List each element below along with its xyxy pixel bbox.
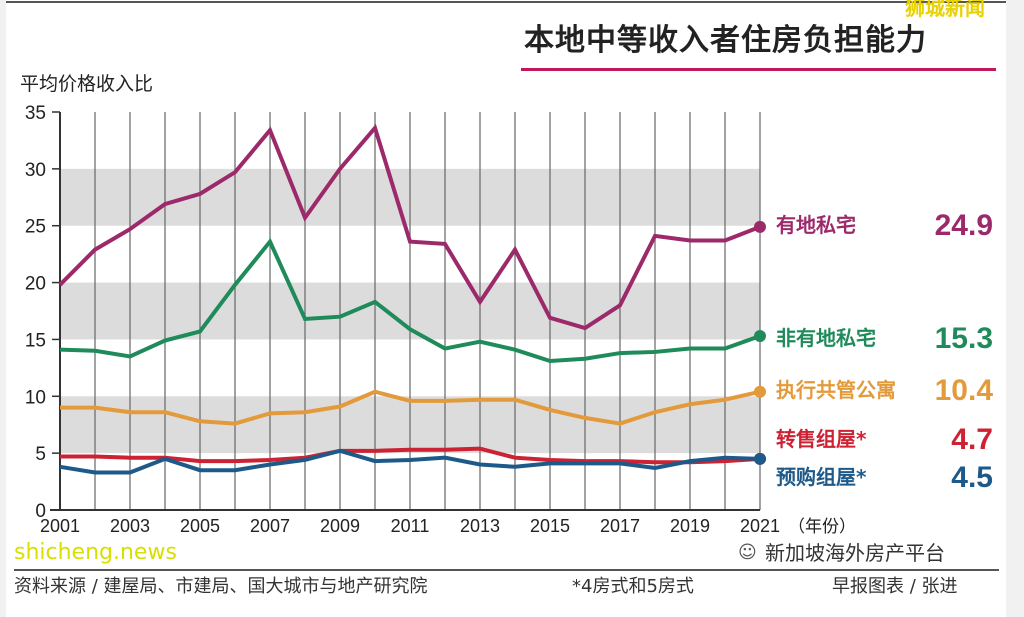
y-tick-label: 15 xyxy=(25,330,46,351)
series-line-1 xyxy=(59,237,761,364)
y-tick-label: 0 xyxy=(35,501,46,522)
y-tick-label: 5 xyxy=(35,444,46,465)
series-end-dot xyxy=(754,220,766,233)
series-name-label: 执行共管公寓 xyxy=(776,378,896,402)
wechat-icon: ☺ xyxy=(738,542,757,563)
x-tick-label: 2021 xyxy=(740,516,780,536)
series-end-value: 15.3 xyxy=(935,322,993,355)
series-name-label: 转售组屋* xyxy=(776,427,867,451)
watermark-platform: 新加坡海外房产平台 xyxy=(765,541,945,565)
y-tick-label: 10 xyxy=(25,387,46,408)
x-tick-label: 2007 xyxy=(250,516,290,536)
series-name-label: 非有地私宅 xyxy=(776,326,876,350)
x-tick-label: 2013 xyxy=(460,516,500,536)
title-underline xyxy=(521,68,996,71)
y-tick-label: 35 xyxy=(25,103,46,124)
series-line-4 xyxy=(59,448,761,475)
x-tick-label: 2011 xyxy=(391,516,430,536)
series-end-value: 4.5 xyxy=(951,461,993,494)
x-tick-label: 2017 xyxy=(600,516,640,536)
series-end-value: 10.4 xyxy=(935,374,994,407)
y-axis-label: 平均价格收入比 xyxy=(20,73,154,95)
series-end-value: 4.7 xyxy=(951,423,993,456)
footer-source: 资料来源 / 建屋局、市建局、国大城市与地产研究院 xyxy=(14,576,428,597)
watermark-top: 狮城新闻 xyxy=(905,0,985,20)
x-tick-label: 2001 xyxy=(40,516,80,536)
series-name-label: 预购组屋* xyxy=(776,465,867,489)
watermark-bottom: shicheng.news xyxy=(14,540,177,565)
x-tick-label: 2015 xyxy=(530,516,570,536)
x-tick-label: 2019 xyxy=(670,516,710,536)
footer-rule xyxy=(14,569,999,571)
x-tick-label: 2005 xyxy=(180,516,220,536)
series-line-0 xyxy=(58,123,761,331)
footer-credit: 早报图表 / 张进 xyxy=(832,576,958,597)
chart-title: 本地中等收入者住房负担能力 xyxy=(524,23,927,58)
series-end-dot xyxy=(754,385,766,398)
x-axis-label: （年份） xyxy=(788,517,856,537)
top-rule xyxy=(6,1,1006,3)
y-tick-label: 20 xyxy=(25,274,46,295)
y-tick-label: 25 xyxy=(25,217,46,238)
series-end-value: 24.9 xyxy=(935,209,993,242)
series-end-dot xyxy=(754,452,766,465)
x-tick-label: 2009 xyxy=(320,516,360,536)
series-line-2 xyxy=(60,389,761,426)
series-line-3 xyxy=(60,446,761,465)
series-end-dot xyxy=(754,330,766,343)
footer-note: *4房式和5房式 xyxy=(572,576,694,597)
line-chart: 0 5 10 15 20 25 30 35 2001 2003 2005 2007 2009 2011 20… xyxy=(25,103,994,537)
series-name-label: 有地私宅 xyxy=(776,213,856,237)
x-tick-label: 2003 xyxy=(110,516,150,536)
y-tick-label: 30 xyxy=(25,160,46,181)
